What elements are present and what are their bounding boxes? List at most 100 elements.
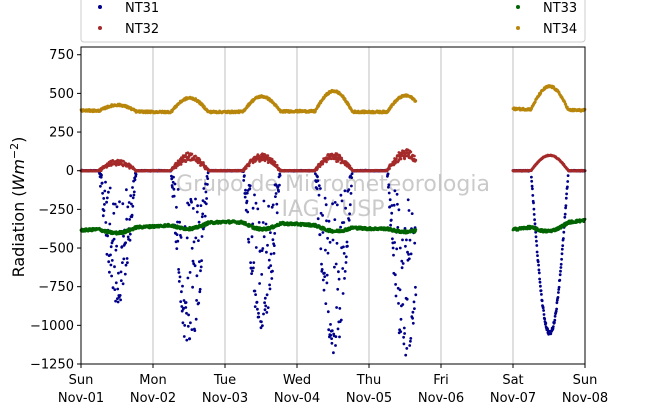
data-point [413, 307, 416, 310]
data-point [177, 268, 181, 271]
data-point [324, 248, 327, 252]
data-point [194, 197, 197, 201]
data-point [342, 245, 345, 249]
data-point [411, 316, 414, 320]
data-point [405, 238, 408, 242]
data-point [338, 154, 342, 158]
data-point [108, 222, 112, 226]
data-point [336, 327, 340, 331]
data-point [122, 160, 126, 163]
data-point [265, 250, 268, 254]
data-point [134, 173, 138, 176]
legend-marker [98, 5, 102, 9]
data-point [406, 198, 410, 202]
x-tick-label-day: Tue [213, 373, 236, 388]
data-point [175, 247, 179, 251]
data-point [533, 100, 537, 104]
data-point [275, 163, 279, 167]
data-point [558, 273, 562, 277]
data-point [272, 252, 276, 255]
data-point [243, 174, 246, 178]
data-point [410, 212, 414, 216]
data-point [170, 174, 173, 178]
data-point [337, 270, 340, 274]
data-point [123, 272, 127, 276]
data-point [268, 283, 271, 287]
data-point [319, 187, 322, 190]
x-tick-label-day: Mon [139, 373, 166, 388]
data-point [397, 302, 400, 305]
data-point [185, 338, 189, 342]
data-point [259, 326, 263, 330]
data-point [267, 258, 271, 262]
data-point [540, 293, 543, 296]
data-point [256, 307, 259, 311]
data-point [543, 317, 547, 321]
data-point [539, 289, 543, 292]
data-point [530, 179, 534, 183]
data-point [403, 332, 406, 335]
data-point [398, 246, 402, 250]
data-point [180, 305, 184, 308]
data-point [397, 208, 401, 212]
data-point [530, 175, 533, 179]
data-point [542, 309, 545, 312]
data-point [258, 282, 261, 285]
data-point [278, 183, 281, 187]
data-point [132, 190, 136, 194]
data-point [329, 157, 333, 161]
data-point [109, 253, 112, 257]
data-point [172, 187, 176, 191]
legend-marker [516, 5, 520, 9]
data-point [339, 193, 343, 197]
data-point [409, 252, 413, 256]
data-point [206, 183, 209, 186]
data-point [275, 211, 279, 215]
data-point [331, 238, 335, 242]
data-point [110, 274, 113, 278]
data-point [251, 269, 254, 273]
data-point [130, 213, 134, 217]
data-point [114, 281, 118, 285]
data-point [265, 293, 269, 297]
data-point [565, 192, 568, 196]
data-point [345, 240, 349, 244]
data-point [178, 275, 182, 279]
x-tick-label-date: Nov-02 [130, 391, 176, 406]
data-point [171, 180, 175, 184]
data-point [348, 164, 352, 168]
data-point [403, 227, 407, 230]
data-point [121, 282, 125, 286]
data-point [334, 262, 338, 266]
data-point [183, 324, 187, 327]
data-point [392, 203, 396, 207]
data-point [399, 330, 403, 333]
data-point [340, 199, 344, 203]
data-point [333, 265, 336, 269]
data-point [531, 194, 535, 197]
data-point [344, 261, 348, 264]
data-point [562, 230, 566, 234]
data-point [389, 218, 393, 222]
data-point [414, 228, 418, 232]
data-point [263, 301, 266, 305]
data-point [317, 184, 321, 188]
data-point [566, 105, 569, 109]
data-point [128, 238, 132, 242]
data-point [191, 285, 195, 289]
data-point [254, 246, 258, 249]
data-point [102, 197, 106, 200]
data-point [115, 244, 118, 248]
data-point [557, 288, 561, 291]
data-point [334, 344, 337, 347]
data-point [197, 220, 201, 224]
data-point [554, 309, 558, 313]
data-point [257, 311, 260, 315]
data-point [402, 326, 406, 330]
data-point [262, 312, 265, 316]
data-point [108, 270, 111, 274]
data-point [184, 306, 188, 309]
data-point [249, 266, 253, 270]
data-point [252, 261, 256, 264]
data-point [242, 179, 246, 182]
